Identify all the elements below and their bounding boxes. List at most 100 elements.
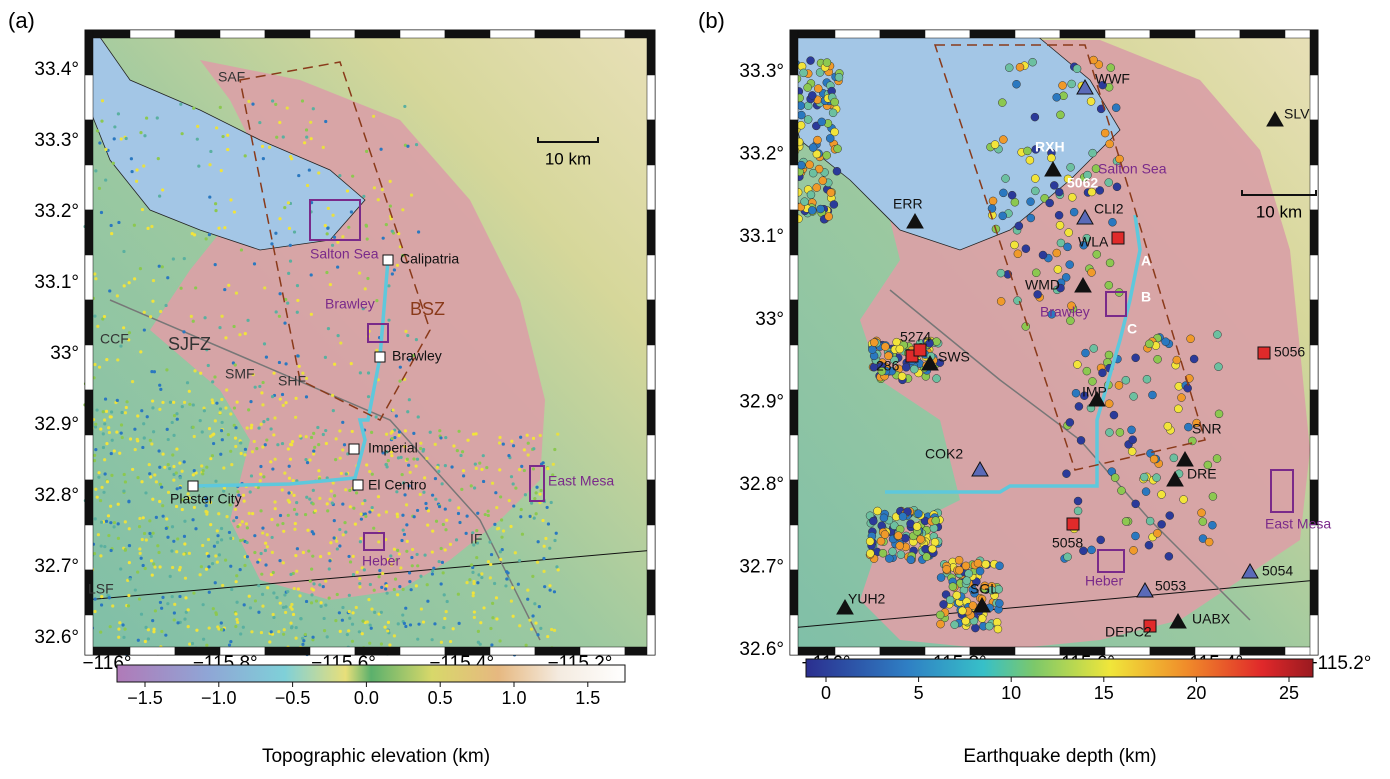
colorbar-tick-label: 5 xyxy=(914,683,924,703)
earthquake xyxy=(348,560,353,564)
earthquake xyxy=(93,517,97,521)
earthquake xyxy=(411,354,416,358)
earthquake xyxy=(433,476,438,481)
earthquake xyxy=(191,425,195,429)
place-label: BSZ xyxy=(410,299,445,319)
earthquake xyxy=(541,461,545,465)
earthquake xyxy=(434,497,438,501)
earthquake xyxy=(247,408,251,412)
earthquake xyxy=(112,449,116,453)
earthquake xyxy=(931,516,940,525)
earthquake xyxy=(1050,181,1059,190)
frame-segment xyxy=(646,344,656,391)
earthquake xyxy=(548,588,552,592)
place-label: Plaster City xyxy=(170,491,242,507)
earthquake xyxy=(227,530,232,535)
earthquake xyxy=(509,524,513,529)
earthquake xyxy=(1128,435,1137,444)
earthquake xyxy=(406,333,410,338)
earthquake xyxy=(363,287,367,291)
earthquake xyxy=(471,565,475,570)
earthquake xyxy=(122,489,126,493)
earthquake xyxy=(203,316,207,320)
earthquake xyxy=(372,588,376,592)
earthquake xyxy=(112,137,116,141)
earthquake xyxy=(1108,218,1117,227)
earthquake xyxy=(140,409,144,413)
earthquake xyxy=(460,450,465,454)
earthquake xyxy=(331,213,335,217)
earthquake xyxy=(123,627,127,631)
earthquake xyxy=(192,591,196,595)
earthquake xyxy=(297,364,301,368)
earthquake xyxy=(895,344,905,354)
earthquake xyxy=(137,597,142,601)
earthquake xyxy=(323,224,327,228)
earthquake xyxy=(249,474,254,478)
place-label: 5062 xyxy=(1067,175,1098,191)
earthquake xyxy=(1100,128,1110,138)
earthquake xyxy=(286,201,291,205)
earthquake xyxy=(256,560,260,564)
earthquake xyxy=(414,464,418,468)
frame-segment xyxy=(174,29,221,39)
earthquake xyxy=(443,464,447,468)
earthquake xyxy=(166,276,170,280)
y-tick-label: 32.9° xyxy=(739,391,784,412)
earthquake xyxy=(205,465,209,469)
earthquake xyxy=(151,406,155,410)
earthquake xyxy=(533,496,537,501)
earthquake xyxy=(110,438,114,442)
earthquake xyxy=(148,519,152,523)
earthquake xyxy=(829,200,839,209)
colorbar-tick-label: 1.5 xyxy=(575,688,600,708)
earthquake xyxy=(435,465,439,469)
earthquake xyxy=(207,427,212,431)
earthquake xyxy=(330,393,335,397)
earthquake xyxy=(99,554,103,558)
earthquake xyxy=(290,602,294,607)
earthquake xyxy=(223,558,228,562)
colorbar-label: Earthquake depth (km) xyxy=(963,746,1156,767)
earthquake xyxy=(806,56,815,65)
earthquake xyxy=(1105,258,1115,268)
earthquake xyxy=(526,441,530,445)
earthquake xyxy=(990,140,1000,149)
earthquake xyxy=(151,399,155,403)
earthquake xyxy=(281,521,285,526)
earthquake xyxy=(325,270,329,275)
earthquake xyxy=(326,206,330,210)
earthquake xyxy=(384,432,389,436)
earthquake xyxy=(401,253,405,258)
border-line xyxy=(789,579,1319,629)
earthquake xyxy=(407,571,412,575)
earthquake xyxy=(253,534,257,538)
earthquake xyxy=(546,634,550,639)
earthquake xyxy=(1096,535,1105,545)
earthquake xyxy=(510,586,515,590)
earthquake xyxy=(207,565,211,569)
earthquake xyxy=(289,155,293,159)
earthquake xyxy=(296,298,300,303)
area-outline xyxy=(529,465,545,502)
earthquake xyxy=(528,514,532,518)
earthquake xyxy=(415,508,420,513)
earthquake xyxy=(151,299,155,303)
earthquake xyxy=(830,97,839,107)
earthquake xyxy=(213,419,217,423)
earthquake xyxy=(293,521,297,526)
earthquake xyxy=(832,167,842,176)
earthquake xyxy=(151,278,156,283)
earthquake xyxy=(257,426,261,430)
earthquake xyxy=(293,527,297,531)
earthquake xyxy=(305,461,310,465)
earthquake xyxy=(398,379,402,383)
earthquake xyxy=(152,370,157,374)
earthquake xyxy=(294,554,298,558)
earthquake xyxy=(294,396,298,400)
earthquake xyxy=(275,135,279,139)
earthquake xyxy=(448,542,453,546)
earthquake xyxy=(354,605,358,610)
earthquake xyxy=(136,570,140,574)
earthquake xyxy=(130,169,134,174)
